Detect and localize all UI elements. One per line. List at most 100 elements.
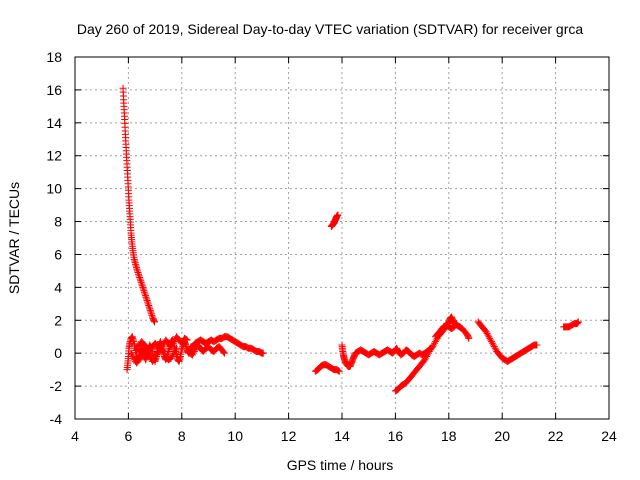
data-point-marker <box>137 278 145 286</box>
y-tick-label: 0 <box>54 345 62 361</box>
data-point-marker <box>486 334 494 342</box>
data-point-marker <box>138 282 146 290</box>
y-tick-label: 12 <box>46 148 62 164</box>
data-point-marker <box>182 335 190 343</box>
data-point-marker <box>574 318 582 326</box>
data-point-marker <box>146 352 154 360</box>
data-point-marker <box>168 352 176 360</box>
data-point-marker <box>490 343 498 351</box>
chart-title: Day 260 of 2019, Sidereal Day-to-day VTE… <box>77 21 583 37</box>
data-point-marker <box>485 333 493 341</box>
data-point-marker <box>140 287 148 295</box>
data-point-marker <box>141 292 149 300</box>
data-point-marker <box>135 356 143 364</box>
data-point-marker <box>148 311 156 319</box>
data-point-marker <box>160 349 168 357</box>
data-point-marker <box>423 351 431 359</box>
data-point-marker <box>143 297 151 305</box>
data-point-marker <box>431 339 439 347</box>
data-point-marker <box>133 265 141 273</box>
data-point-marker <box>487 336 495 344</box>
data-point-marker <box>424 349 432 357</box>
data-point-marker <box>133 344 141 352</box>
data-point-marker <box>133 267 141 275</box>
data-point-marker <box>178 339 186 347</box>
data-point-marker <box>136 275 144 283</box>
x-tick-label: 24 <box>601 428 617 444</box>
data-point-marker <box>146 305 154 313</box>
data-point-marker <box>335 367 343 375</box>
data-point-marker <box>169 339 177 347</box>
data-point-marker <box>189 349 197 357</box>
data-point-marker <box>221 349 229 357</box>
data-point-marker <box>421 356 429 364</box>
data-point-marker <box>483 329 491 337</box>
data-point-marker <box>139 283 147 291</box>
data-point-marker <box>334 366 342 374</box>
data-point-marker <box>190 348 198 356</box>
data-point-marker <box>334 367 342 375</box>
x-tick-label: 6 <box>125 428 133 444</box>
data-point-marker <box>136 273 144 281</box>
data-point-marker <box>137 277 145 285</box>
x-tick-label: 12 <box>281 428 297 444</box>
data-point-marker <box>144 300 152 308</box>
data-point-marker <box>136 354 144 362</box>
data-point-marker <box>452 321 460 329</box>
data-point-marker <box>482 328 490 336</box>
y-axis-label: SDTVAR / TECUs <box>6 182 22 294</box>
data-point-marker <box>167 343 175 351</box>
data-point-marker <box>147 310 155 318</box>
x-tick-label: 16 <box>388 428 404 444</box>
data-point-marker <box>533 341 541 349</box>
data-point-marker <box>132 346 140 354</box>
x-axis-label: GPS time / hours <box>287 457 394 473</box>
y-tick-label: -4 <box>50 411 63 427</box>
x-tick-label: 18 <box>441 428 457 444</box>
data-point-marker <box>144 298 152 306</box>
data-point-marker <box>488 339 496 347</box>
data-point-marker <box>465 334 473 342</box>
data-point-marker <box>183 336 191 344</box>
data-point-marker <box>128 351 136 359</box>
data-point-marker <box>142 293 150 301</box>
data-point-marker <box>135 270 143 278</box>
data-point-marker <box>168 341 176 349</box>
data-point-marker <box>429 343 437 351</box>
data-point-marker <box>137 352 145 360</box>
data-point-marker <box>422 354 430 362</box>
plot-frame <box>74 56 610 420</box>
y-tick-label: 10 <box>46 181 62 197</box>
y-tick-label: 4 <box>54 279 62 295</box>
data-point-marker <box>129 352 137 360</box>
data-point-marker <box>159 348 167 356</box>
data-point-marker <box>167 354 175 362</box>
data-point-marker <box>423 352 431 360</box>
data-point-marker <box>139 285 147 293</box>
x-tick-label: 10 <box>227 428 243 444</box>
data-point-marker <box>138 351 146 359</box>
data-point-marker <box>172 344 180 352</box>
data-point-marker <box>169 351 177 359</box>
y-tick-label: 2 <box>54 312 62 328</box>
data-point-marker <box>147 308 155 316</box>
data-point-marker <box>130 354 138 362</box>
data-point-marker <box>150 317 158 325</box>
data-point-marker <box>453 320 461 328</box>
data-point-marker <box>135 272 143 280</box>
data-point-marker <box>145 301 153 309</box>
data-point-marker <box>181 335 189 343</box>
y-tick-label: 16 <box>46 82 62 98</box>
data-point-marker <box>145 303 153 311</box>
data-point-marker <box>188 351 196 359</box>
data-points <box>119 84 582 395</box>
x-tick-label: 8 <box>178 428 186 444</box>
data-point-marker <box>141 290 149 298</box>
y-tick-label: -2 <box>50 378 63 394</box>
data-point-marker <box>484 331 492 339</box>
data-point-marker <box>489 341 497 349</box>
y-tick-label: 8 <box>54 214 62 230</box>
data-point-marker <box>172 346 180 354</box>
data-point-marker <box>147 346 155 354</box>
